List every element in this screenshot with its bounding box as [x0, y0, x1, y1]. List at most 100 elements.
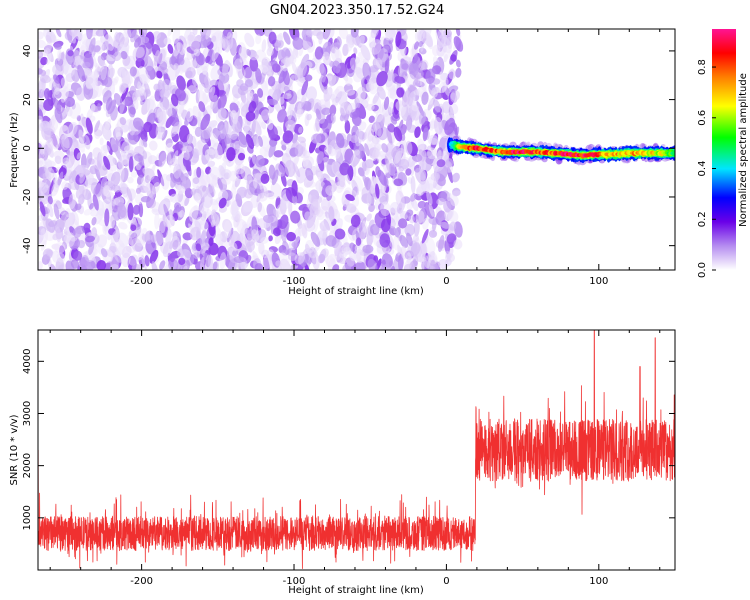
spectrogram-noise-blob [238, 140, 248, 148]
spectrogram-noise-blob [137, 66, 149, 83]
spectrogram-noise-blob [50, 134, 61, 150]
spectrogram-noise-blob [417, 138, 425, 152]
spectrogram-noise-blob [449, 103, 459, 115]
spectrogram-noise-blob [144, 255, 150, 267]
spectrogram-noise-blob [302, 150, 311, 159]
spectrogram-noise-blob [418, 111, 427, 125]
spectrogram-ridge-cell [672, 151, 675, 156]
spectrogram-noise-blob [260, 173, 270, 184]
spectrogram-noise-blob [342, 263, 352, 270]
spectrogram-noise-blob [416, 180, 427, 197]
spectrogram-noise-blob [67, 121, 78, 137]
spectrogram-noise-blob [219, 252, 227, 270]
spectrogram-noise-blob [294, 252, 306, 265]
spectrogram-noise-blob [362, 58, 369, 65]
spectrogram-noise-blob [283, 31, 291, 45]
spectrogram-noise-blob [68, 170, 77, 184]
spectrogram-noise-blob [64, 96, 75, 108]
spectrogram-noise-blob [441, 46, 451, 59]
spectrogram-noise-blob [377, 126, 389, 141]
spectrogram-noise-blob [47, 195, 53, 205]
spectrogram-signal-ridge [447, 135, 675, 166]
spectrogram-noise-blob [273, 150, 284, 158]
spectrogram-noise-blob [215, 225, 223, 241]
spectrogram-noise-blob [88, 37, 96, 55]
spectrogram-noise-blob [43, 98, 54, 111]
spectrogram-noise-blob [76, 152, 82, 160]
colorbar-tick-label: 0.8 [697, 59, 708, 75]
spectrogram-noise-blob [141, 254, 147, 270]
spectrogram-noise-blob [113, 185, 121, 193]
spectrogram-noise-blob [297, 140, 306, 154]
spectrogram-noise-blob [160, 173, 170, 190]
spectrogram-noise-blob [359, 121, 367, 131]
spectrogram-noise-blob [196, 247, 203, 258]
spectrogram-noise-blob [77, 240, 86, 249]
spectrogram-noise-blob [151, 261, 159, 270]
spectrogram-noise-blob [282, 130, 294, 144]
spectrogram-noise-blob [221, 178, 231, 185]
spectrogram-noise-blob [347, 102, 357, 113]
spectrogram-noise-blob [439, 71, 445, 85]
spectrogram-noise-blob [40, 120, 51, 132]
spectrogram-noise-blob [124, 70, 133, 84]
spectrogram-noise-blob [84, 175, 92, 189]
spectrogram-noise-blob [281, 152, 292, 168]
spectrogram-noise-blob [192, 105, 202, 122]
spectrogram-noise-blob [315, 117, 321, 132]
spectrogram-noise-blob [170, 93, 179, 107]
spectrogram-noise-blob [425, 68, 436, 85]
spectrogram-noise-blob [384, 33, 395, 41]
spectrogram-noise-blob [385, 142, 397, 159]
spectrogram-noise-blob [159, 260, 166, 270]
spectrogram-noise-blob [287, 107, 293, 120]
spectrogram-noise-blob [38, 180, 45, 188]
spectrogram-noise-blob [135, 88, 147, 102]
spectrogram-noise-blob [319, 78, 328, 95]
spectrogram-noise-blob [194, 126, 203, 137]
spectrogram-ytick-label: -40 [22, 237, 33, 253]
spectrogram-noise-blob [325, 185, 335, 196]
spectrogram-noise-blob [268, 31, 277, 45]
spectrogram-noise-blob [141, 54, 154, 71]
spectrogram-noise-blob [423, 255, 430, 269]
spectrogram-noise-blob [157, 47, 168, 65]
spectrogram-noise-blob [266, 47, 274, 57]
spectrogram-noise-blob [100, 248, 108, 258]
spectrogram-noise-blob [395, 100, 405, 112]
colorbar-tick-label: 0.6 [697, 110, 708, 126]
spectrogram-noise-blob [407, 91, 416, 108]
snr-panel: -200 -100 0 100 1000 2000 3000 4000 Height of s… [9, 329, 676, 596]
spectrogram-noise-blob [450, 195, 459, 207]
spectrogram-noise-blob [190, 188, 197, 196]
spectrogram-noise-blob [205, 55, 211, 64]
spectrogram-noise-blob [342, 43, 349, 57]
spectrogram-noise-blob [54, 87, 60, 96]
spectrogram-noise-blob [304, 220, 316, 232]
spectrogram-noise-blob [48, 220, 58, 228]
spectrogram-noise-blob [103, 118, 112, 136]
spectrogram-noise-blob [59, 125, 69, 132]
spectrogram-noise-blob [334, 149, 341, 159]
spectrogram-noise-blob [128, 229, 137, 239]
spectrogram-noise-blob [103, 76, 113, 88]
spectrogram-noise-blob [301, 80, 309, 96]
spectrogram-noise-blob [313, 218, 319, 233]
spectrogram-noise-blob [218, 197, 227, 209]
spectrogram-noise-blob [271, 169, 279, 186]
spectrogram-noise-blob [129, 106, 136, 115]
spectrogram-noise-blob [165, 142, 176, 153]
spectrogram-noise-blob [171, 126, 181, 135]
spectrogram-noise-blob [410, 242, 421, 257]
spectrogram-noise-blob [148, 140, 158, 151]
spectrogram-panel: -200 -100 0 100 40 20 0 -20 -40 Height of straig… [9, 28, 676, 297]
spectrogram-noise-blob [194, 219, 202, 232]
spectrogram-noise-blob [408, 61, 419, 77]
spectrogram-noise-blob [75, 87, 86, 101]
spectrogram-noise-blob [46, 30, 56, 43]
spectrogram-ticks: -200 -100 0 100 40 20 0 -20 -40 [22, 29, 675, 287]
spectrogram-noise-blob [39, 201, 46, 217]
spectrogram-noise-blob [218, 72, 230, 84]
spectrogram-noise-blob [199, 220, 209, 231]
spectrogram-noise-blob [172, 239, 179, 250]
